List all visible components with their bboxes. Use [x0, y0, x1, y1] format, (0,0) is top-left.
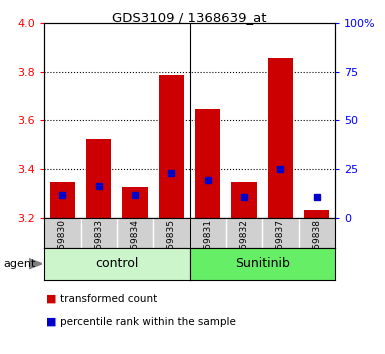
Text: GSM159833: GSM159833	[94, 219, 103, 274]
Text: GDS3109 / 1368639_at: GDS3109 / 1368639_at	[112, 11, 267, 24]
Bar	[268, 58, 293, 218]
Text: agent: agent	[4, 259, 36, 269]
Bar	[304, 210, 330, 218]
Text: GSM159831: GSM159831	[203, 219, 212, 274]
Text: GSM159838: GSM159838	[312, 219, 321, 274]
Text: control: control	[95, 257, 139, 270]
Text: ■: ■	[46, 294, 57, 304]
Bar	[50, 182, 75, 218]
Text: GSM159834: GSM159834	[131, 219, 140, 274]
Text: GSM159832: GSM159832	[239, 219, 249, 274]
Text: GSM159835: GSM159835	[167, 219, 176, 274]
Polygon shape	[29, 259, 42, 269]
Bar	[159, 75, 184, 218]
Bar	[231, 182, 257, 218]
Bar	[122, 187, 148, 218]
Text: ■: ■	[46, 317, 57, 327]
Text: transformed count: transformed count	[60, 294, 157, 304]
Text: Sunitinib: Sunitinib	[235, 257, 290, 270]
Text: percentile rank within the sample: percentile rank within the sample	[60, 317, 236, 327]
Bar	[195, 109, 221, 218]
Bar	[86, 139, 112, 218]
Text: GSM159830: GSM159830	[58, 219, 67, 274]
Text: GSM159837: GSM159837	[276, 219, 285, 274]
